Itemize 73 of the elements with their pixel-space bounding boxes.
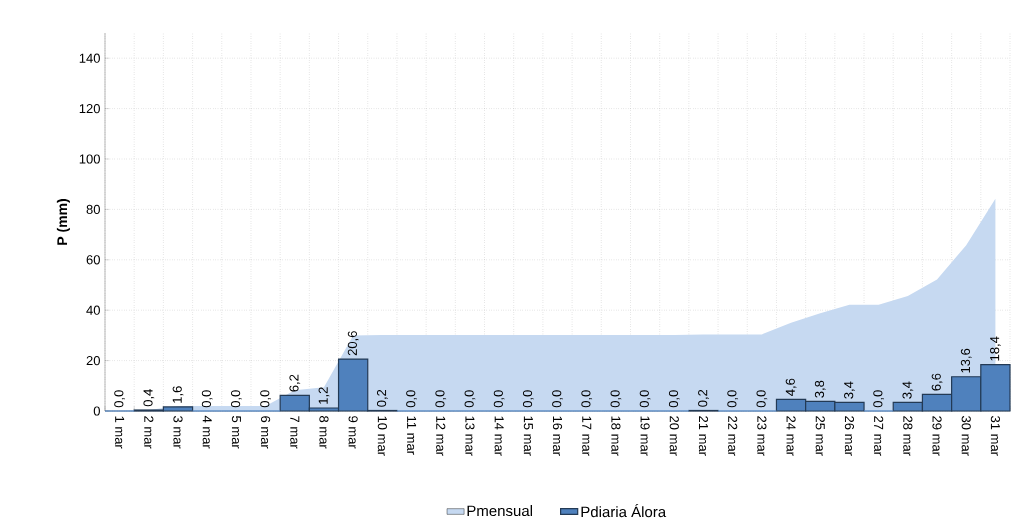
x-tick-label: 30 mar [961, 416, 971, 456]
x-tick-label: 16 mar [552, 416, 563, 456]
x-tick-label: 4 mar [202, 415, 212, 449]
data-label: 0,0 [231, 390, 242, 408]
x-tick-label: 9 mar [348, 416, 358, 449]
x-tick-label: 13 mar [465, 416, 475, 456]
x-tick-label: 5 mar [231, 416, 241, 449]
x-tick-label: 24 mar [786, 416, 796, 456]
x-tick-label: 29 mar [932, 416, 942, 456]
x-tick-label: 28 mar [903, 416, 913, 456]
x-tick-label: 2 mar [144, 416, 154, 449]
data-label: 1,6 [172, 386, 184, 403]
legend-label: Pmensual [467, 505, 532, 517]
x-tick-label: 12 mar [436, 416, 446, 456]
data-label: 0,0 [435, 390, 447, 408]
data-label: 0,0 [406, 390, 417, 408]
data-label: 1,2 [318, 387, 330, 404]
x-tick-label: 10 mar [377, 416, 387, 456]
data-label: 0,0 [610, 390, 622, 408]
data-label: 0,0 [493, 390, 505, 408]
data-label: 0,0 [464, 390, 476, 408]
x-tick-label: 14 mar [494, 416, 504, 456]
data-label: 20,6 [347, 331, 359, 356]
x-tick-label: 21 mar [698, 416, 709, 456]
data-label: 13,6 [960, 348, 972, 373]
y-tick-label: 40 [86, 305, 100, 315]
y-tick-label: 80 [86, 204, 100, 214]
data-label: 0,0 [668, 390, 680, 408]
data-label: 6,6 [931, 373, 943, 391]
data-label: 6,2 [289, 374, 301, 392]
x-tick-label: 22 mar [728, 416, 738, 456]
x-tick-label: 3 mar [173, 416, 183, 449]
x-tick-label: 15 mar [523, 416, 533, 456]
x-tick-label: 31 mar [990, 416, 1001, 456]
data-label: 0,0 [552, 390, 563, 408]
data-label: 4,6 [785, 378, 797, 396]
x-tick-label: 25 mar [815, 416, 825, 456]
data-label: 0,2 [698, 389, 709, 407]
data-label: 0,0 [522, 390, 534, 408]
data-label: 3,4 [902, 381, 914, 399]
data-label: 0,2 [376, 389, 388, 407]
data-label: 0,0 [639, 390, 651, 408]
data-label: 0,4 [143, 389, 155, 407]
x-tick-label: 11 mar [407, 416, 417, 455]
data-label: 0,0 [873, 390, 884, 408]
data-label: 0,0 [201, 390, 213, 408]
x-tick-label: 6 mar [260, 416, 271, 449]
x-tick-label: 20 mar [669, 416, 679, 456]
y-tick-label: 0 [93, 406, 100, 416]
data-label: 0,0 [260, 390, 271, 408]
x-tick-label: 7 mar [290, 416, 300, 449]
y-tick-label: 60 [86, 255, 100, 265]
x-tick-label: 27 mar [874, 416, 884, 456]
data-label: 0,0 [114, 390, 125, 408]
x-tick-label: 8 mar [319, 416, 329, 449]
x-tick-label: 19 mar [640, 416, 650, 456]
x-tick-label: 18 mar [611, 416, 621, 456]
legend-label: Pdiaria Álora [581, 504, 667, 518]
data-label: 3,4 [844, 381, 855, 399]
data-label: 3,8 [814, 380, 826, 398]
data-label: 0,0 [581, 390, 593, 408]
data-label: 0,0 [727, 390, 739, 408]
y-axis-title: P (mm) [56, 198, 70, 245]
x-tick-label: 26 mar [844, 416, 855, 456]
x-tick-label: 17 mar [582, 416, 592, 456]
y-tick-label: 140 [79, 53, 100, 63]
y-tick-label: 120 [79, 103, 100, 114]
x-tick-label: 1 mar [115, 416, 125, 449]
data-label: 0,0 [756, 390, 768, 408]
y-tick-label: 100 [79, 154, 100, 164]
x-tick-label: 23 mar [757, 416, 767, 456]
data-label: 18,4 [990, 336, 1001, 361]
y-tick-label: 20 [86, 355, 100, 366]
